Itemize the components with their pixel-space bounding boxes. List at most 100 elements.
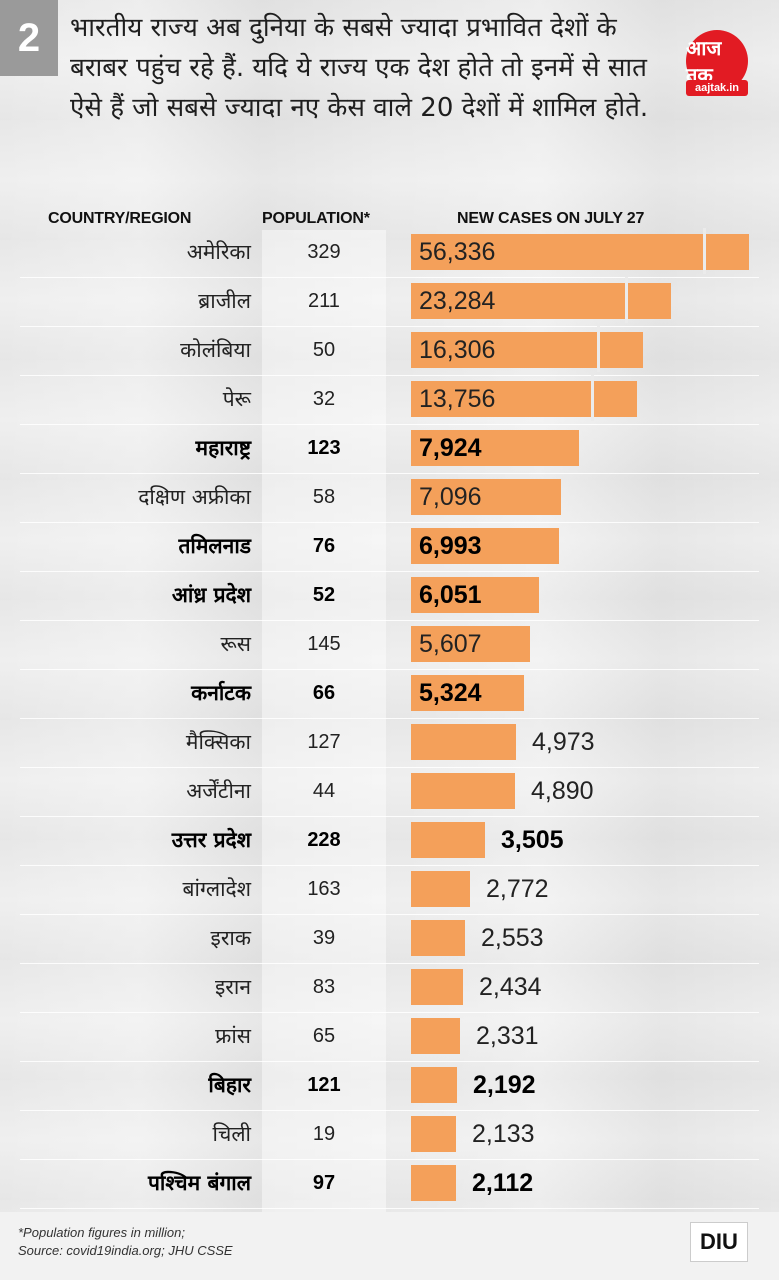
cases-value-label: 3,505 [501,826,564,854]
population-value: 97 [312,1172,336,1194]
population-value: 329 [307,241,341,263]
table-row: बांग्लादेश 163 2,772 [0,866,779,915]
table-row: उत्तर प्रदेश 228 3,505 [0,817,779,866]
axis-break-mark [591,375,594,421]
cases-value-label: 6,051 [419,581,482,609]
axis-break-mark [597,326,600,372]
country-label: पश्चिम बंगाल [148,1171,251,1195]
cases-bar [411,277,671,323]
footnote-line-2: Source: covid19india.org; JHU CSSE [18,1243,233,1258]
table-row: महाराष्ट्र 123 7,924 [0,425,779,474]
table-row: कर्नाटक 66 5,324 [0,670,779,719]
cases-value-label: 5,324 [419,679,482,707]
cases-value-label: 56,336 [419,238,496,266]
cases-bar [411,430,579,466]
table-row: चिली 19 2,133 [0,1111,779,1160]
country-label: कोलंबिया [180,338,251,362]
graphic-number-badge: 2 [0,0,58,76]
country-label: दक्षिण अफ्रीका [138,485,251,509]
population-column-band [262,230,386,1212]
country-label: तमिलनाड [178,534,251,558]
country-label: रूस [220,632,251,656]
cases-value-label: 2,192 [473,1071,536,1099]
population-value: 145 [307,633,341,655]
population-value: 127 [307,731,341,753]
cases-value-label: 7,924 [419,434,482,462]
cases-value-label: 2,133 [472,1120,535,1148]
footer-band [0,1212,779,1280]
population-value: 121 [307,1074,341,1096]
country-label: आंध्र प्रदेश [171,583,251,607]
chart-rows: अमेरिका 329 56,336 ब्राजील 211 23,284 कोलंबिया… [0,228,779,1209]
population-value: 163 [307,878,341,900]
cases-bar [411,479,561,515]
country-label: उत्तर प्रदेश [171,828,251,852]
country-label: ब्राजील [198,289,251,313]
cases-value-label: 2,434 [479,973,542,1001]
cases-value-label: 2,553 [481,924,544,952]
axis-break-mark [625,277,628,323]
population-value: 32 [312,388,336,410]
population-value: 19 [312,1123,336,1145]
header-population: POPULATION* [262,210,370,227]
cases-bar [411,822,485,858]
country-label: महाराष्ट्र [195,436,251,460]
cases-value-label: 4,973 [532,728,595,756]
headline-text: भारतीय राज्य अब दुनिया के सबसे ज्यादा प्… [70,13,649,123]
cases-value-label: 7,096 [419,483,482,511]
table-row: आंध्र प्रदेश 52 6,051 [0,572,779,621]
country-label: इराक [210,926,251,950]
population-value: 83 [312,976,336,998]
cases-bar [411,228,749,274]
header-country: COUNTRY/REGION [48,210,192,227]
cases-bar [411,871,470,907]
table-row: पश्चिम बंगाल 97 2,112 [0,1160,779,1209]
population-value: 52 [312,584,336,606]
footnote: *Population figures in million; Source: … [18,1224,233,1260]
table-row: बिहार 121 2,192 [0,1062,779,1111]
aajtak-logo-sub: aajtak.in [686,80,748,96]
country-label: बांग्लादेश [182,877,251,901]
country-label: अर्जेंटीना [186,779,251,803]
table-row: कोलंबिया 50 16,306 [0,326,779,376]
country-label: बिहार [208,1073,251,1097]
country-label: अमेरिका [186,240,251,264]
table-row: फ्रांस 65 2,331 [0,1013,779,1062]
cases-bar [411,920,465,956]
cases-bar [411,1165,456,1201]
cases-bar [411,375,637,421]
country-label: पेरू [222,387,251,411]
population-value: 39 [312,927,336,949]
cases-bar [411,326,643,372]
cases-value-label: 16,306 [419,336,496,364]
table-row: ब्राजील 211 23,284 [0,277,779,327]
table-row: अमेरिका 329 56,336 [0,228,779,278]
table-row: रूस 145 5,607 [0,621,779,670]
country-label: चिली [212,1122,251,1146]
cases-value-label: 13,756 [419,385,496,413]
header-new-cases: NEW CASES ON JULY 27 [457,210,645,227]
table-row: तमिलनाड 76 6,993 [0,523,779,572]
cases-value-label: 5,607 [419,630,482,658]
cases-value-label: 2,772 [486,875,549,903]
cases-bar [411,626,530,662]
table-row: इराक 39 2,553 [0,915,779,964]
population-value: 58 [312,486,336,508]
population-value: 76 [312,535,336,557]
country-label: इरान [215,975,251,999]
table-row: दक्षिण अफ्रीका 58 7,096 [0,474,779,523]
population-value: 211 [308,290,340,312]
cases-value-label: 23,284 [419,287,496,315]
table-row: इरान 83 2,434 [0,964,779,1013]
population-value: 66 [312,682,336,704]
footnote-line-1: *Population figures in million; [18,1225,185,1240]
population-value: 228 [307,829,341,851]
cases-value-label: 2,112 [472,1169,534,1197]
cases-bar [411,675,524,711]
table-row: मैक्सिका 127 4,973 [0,719,779,768]
country-label: कर्नाटक [191,681,251,705]
population-value: 65 [312,1025,336,1047]
cases-bar [411,1067,457,1103]
population-value: 123 [307,437,341,459]
cases-bar [411,528,559,564]
